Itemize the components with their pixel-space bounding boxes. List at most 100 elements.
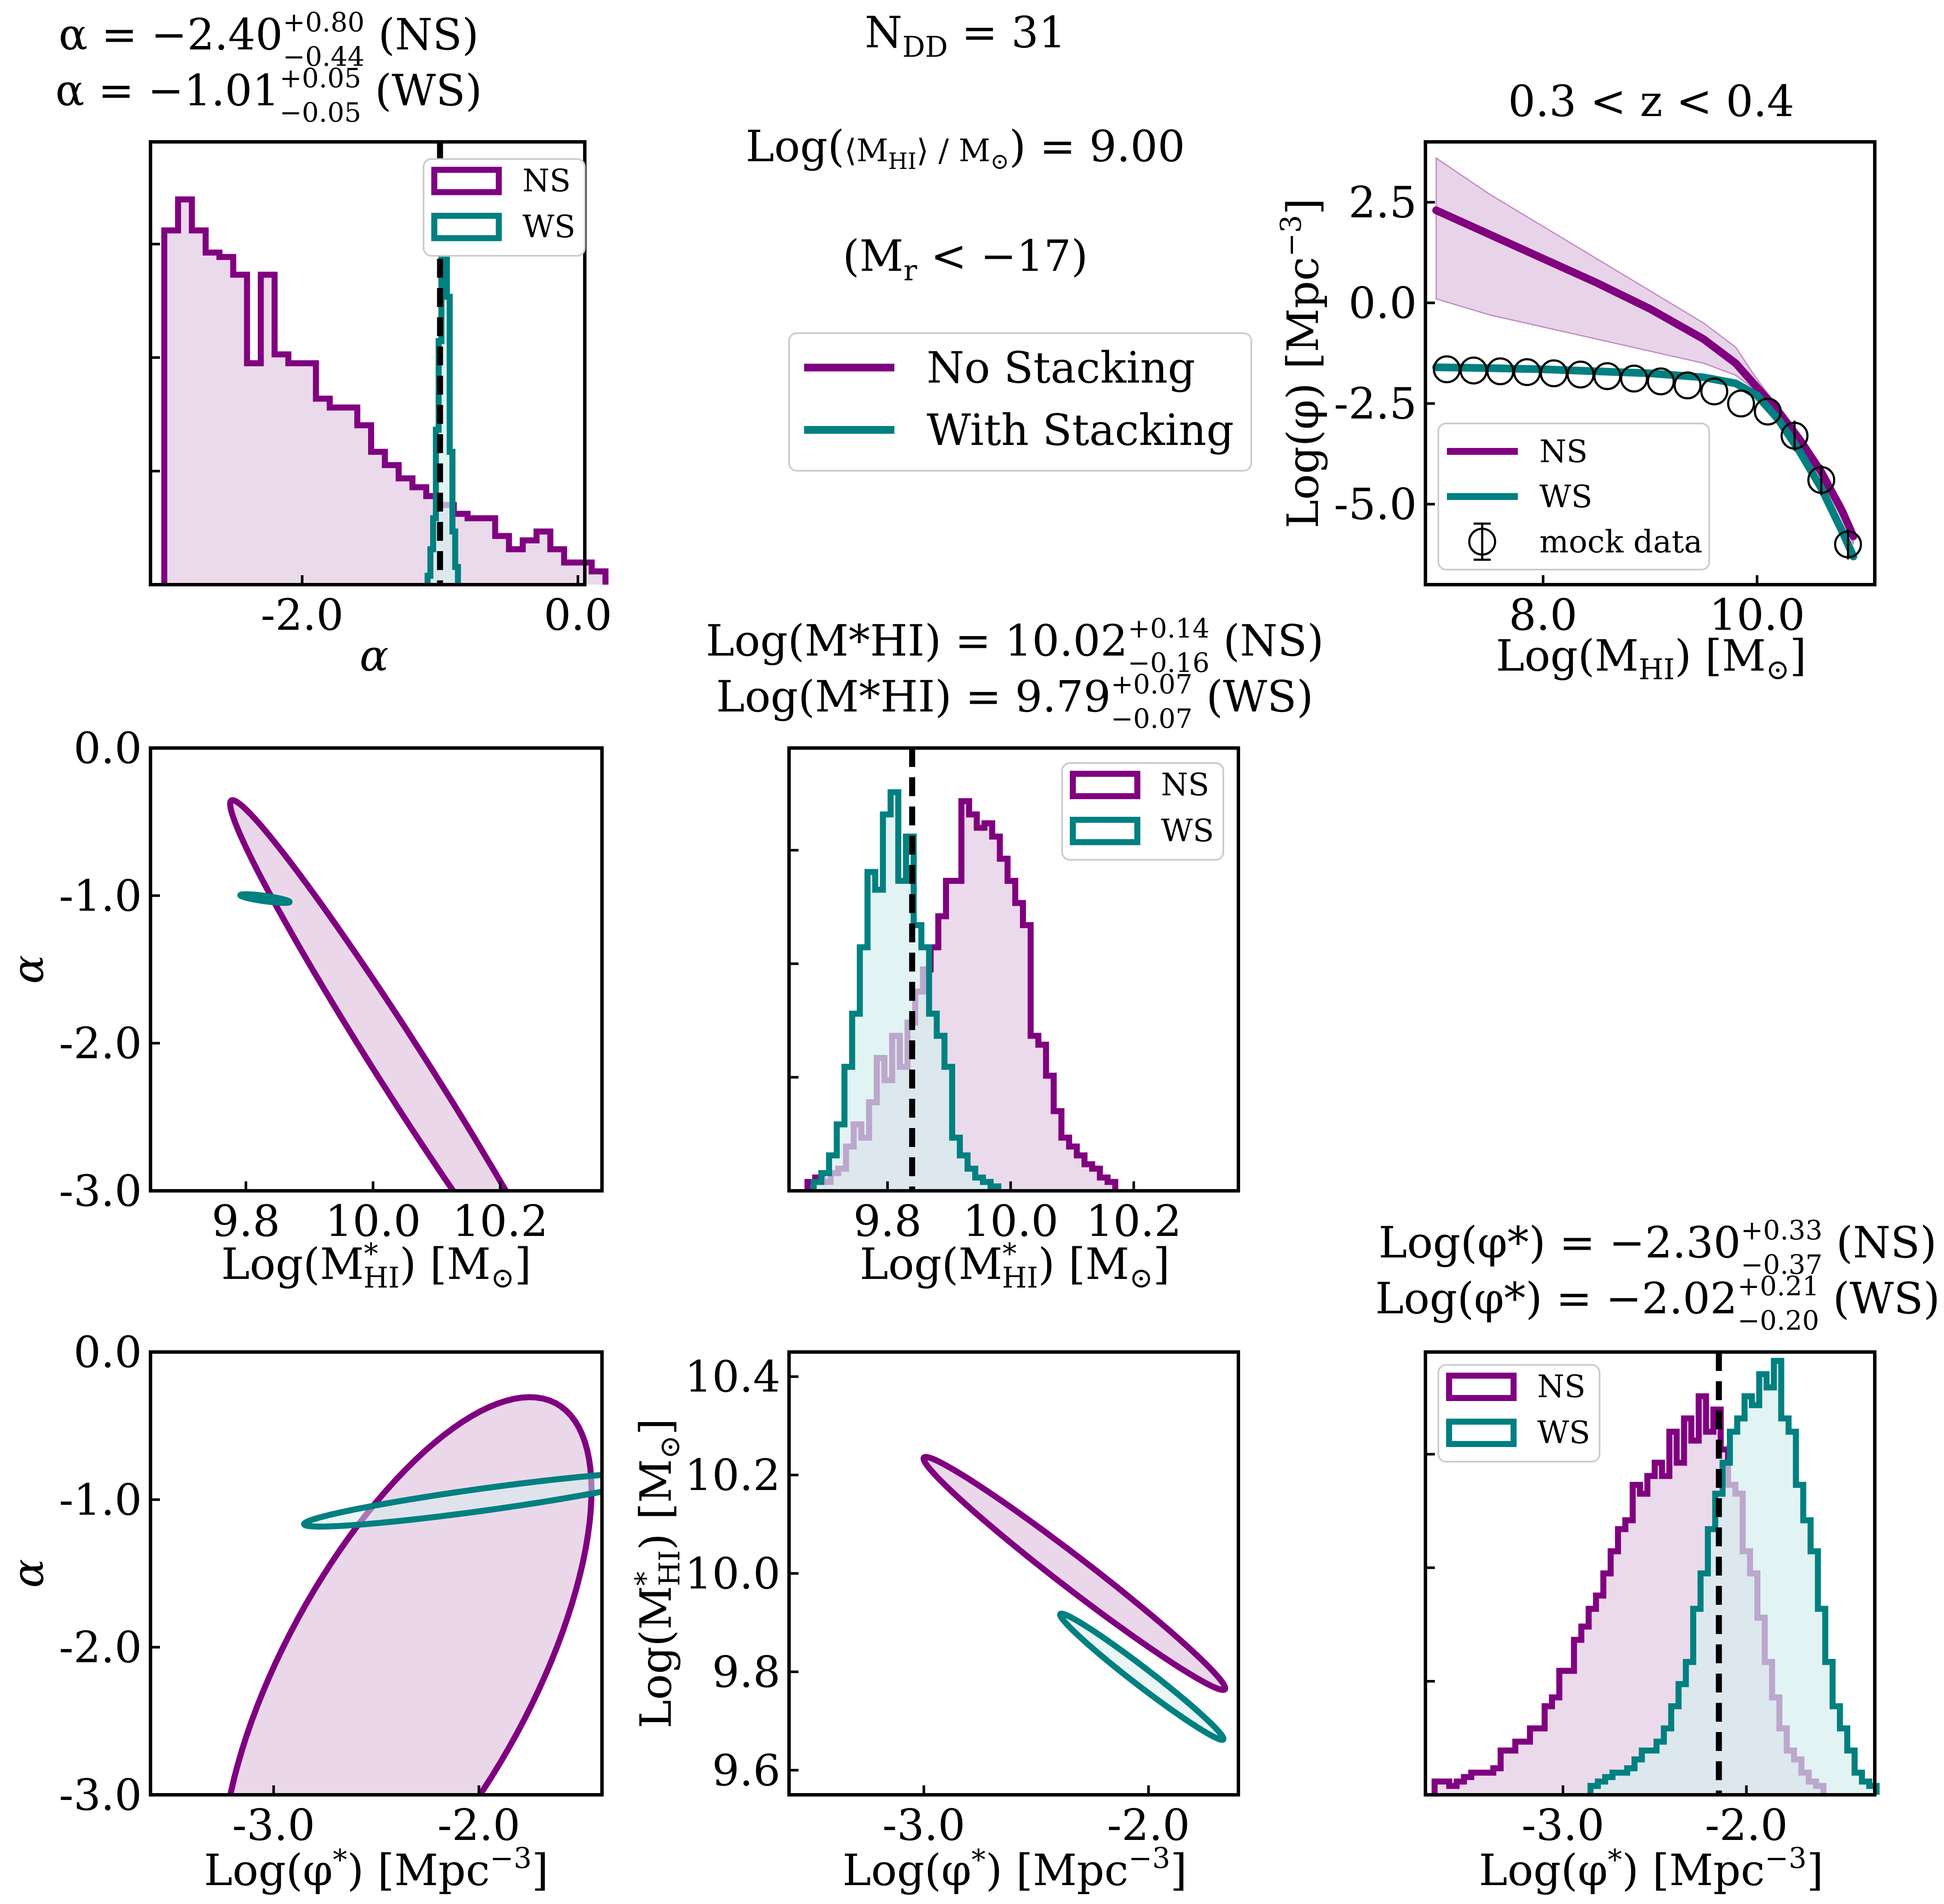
x-tick-label: 9.8 xyxy=(212,1196,280,1246)
legend-swatch-ns xyxy=(1070,771,1140,799)
legend-swatch-ws xyxy=(1070,817,1140,845)
mhi-hist-frame xyxy=(787,746,1240,1193)
ndd-text: NDD = 31 xyxy=(865,7,1066,64)
y-tick-label: -2.5 xyxy=(1334,379,1417,429)
lf-legend: NS WS mock data xyxy=(1437,423,1710,570)
mr-cut-text: (Mr < −17) xyxy=(843,231,1088,287)
info-block: NDD = 31 Log(⟨MHI⟩ / M⊙) = 9.00 (Mr < −1… xyxy=(746,7,1252,472)
hist-step-ws xyxy=(1587,1358,1880,1795)
legend-label-ns: NS xyxy=(1537,1368,1585,1404)
alpha-vs-phi-frame xyxy=(149,1350,604,1797)
phi-title-line-2: Log(φ*) = −2.02+0.21 −0.20 (WS) xyxy=(1375,1270,1940,1336)
mock-data-marker xyxy=(1727,389,1755,418)
mock-data-point xyxy=(1593,362,1622,390)
legend-label-no-stacking: No Stacking xyxy=(927,343,1195,393)
lf-legend-label-ns: NS xyxy=(1539,433,1588,469)
contour-ns xyxy=(920,1453,1228,1693)
x-tick-label: 10.2 xyxy=(1086,1196,1182,1246)
y-tick-label: 10.2 xyxy=(685,1450,780,1500)
y-tick-label: 10.4 xyxy=(685,1352,780,1402)
mock-data-marker xyxy=(1593,362,1622,390)
phi-hist-x-ticks: -3.0 -2.0 xyxy=(1425,1453,1788,1850)
contour-ns xyxy=(227,797,510,1191)
panel-alpha-histogram: α = −2.40+0.80 −0.44 (NS) α = −1.01+0.05−… xyxy=(55,6,612,681)
lf-xlabel: Log(MHI) [M⊙] xyxy=(1496,631,1806,686)
contour-ws xyxy=(301,1472,602,1530)
panel-mhi-histogram: Log(M*HI) = 10.02+0.14 −0.16 (NS) Log(M*H… xyxy=(706,613,1324,1294)
x-tick-label: -2.0 xyxy=(1107,1800,1190,1850)
legend-swatch-ws xyxy=(1446,1419,1517,1447)
mhi-vs-phi-xlabel: Log(φ*) [Mpc−3] xyxy=(842,1842,1187,1895)
x-tick-label: -2.0 xyxy=(1705,1800,1788,1850)
y-tick-label: -3.0 xyxy=(59,1770,142,1820)
legend-label-ws: WS xyxy=(522,208,575,245)
mock-data-marker xyxy=(1674,371,1702,399)
y-tick-label: 0.0 xyxy=(1348,278,1417,328)
lf-legend-box xyxy=(1437,423,1710,570)
x-tick-label: 10.0 xyxy=(963,1196,1059,1246)
alpha-hist-xlabel: α xyxy=(359,631,389,681)
alpha-vs-mhi-xlabel: Log(M* HI) [M⊙] xyxy=(221,1237,531,1294)
lf-title: 0.3 < z < 0.4 xyxy=(1508,76,1794,126)
panel-alpha-vs-phi: -3.0 -2.00.0-1.0-2.0-3.0 Log(φ*) [Mpc−3] … xyxy=(3,1327,604,1895)
contour-layer xyxy=(227,1394,602,1795)
x-tick-label: 10.0 xyxy=(1709,590,1805,640)
alpha-vs-mhi-frame xyxy=(149,746,604,1193)
y-tick-label: -3.0 xyxy=(59,1166,142,1216)
lf-ticks: 8.0 10.0 2.5 0.0 -2.5 -5.0 xyxy=(1334,177,1805,640)
mock-data-marker xyxy=(1620,365,1648,393)
alpha-hist-x-ticks: -2.0 0.0 xyxy=(150,242,612,640)
legend-label-with-stacking: With Stacking xyxy=(927,405,1234,455)
lf-plot-area xyxy=(1432,156,1862,561)
mock-data-point xyxy=(1807,465,1836,495)
phi-hist-legend: NS WS xyxy=(1437,1364,1600,1462)
mhi-histogram-plot-area xyxy=(804,748,1118,1191)
phi-hist-xlabel: Log(φ*) [Mpc−3] xyxy=(1479,1842,1823,1895)
phi-histogram-plot-area xyxy=(1431,1352,1880,1795)
mhi-title-line-1: Log(M*HI) = 10.02+0.14 −0.16 (NS) xyxy=(706,613,1324,678)
mock-data-point xyxy=(1646,367,1675,396)
legend-swatch-ws xyxy=(431,213,502,241)
lf-frame xyxy=(1424,140,1876,586)
stacking-legend: No Stacking With Stacking xyxy=(788,332,1252,472)
y-tick-label: -2.0 xyxy=(59,1622,142,1673)
x-tick-label: 0.0 xyxy=(544,590,612,640)
x-tick-label: 9.8 xyxy=(854,1196,922,1246)
x-tick-label: 10.0 xyxy=(325,1196,421,1246)
hist-step-ws xyxy=(811,789,1001,1191)
phi-title-line-1: Log(φ*) = −2.30+0.33 −0.37 (NS) xyxy=(1379,1214,1937,1280)
panel-alpha-vs-mhi: 9.8 10.0 10.2 0.0 -1.0 -2.0 -3.0 Log(M* HI) [M⊙… xyxy=(3,723,604,1294)
alpha-histogram-plot-area xyxy=(161,142,609,585)
panel-hi-mass-function: 0.3 < z < 0.4 8.0 10.0 2.5 0.0 -2.5 -5.0 Log(… xyxy=(1275,76,1876,686)
mock-data-point xyxy=(1700,377,1729,406)
legend-label-ns: NS xyxy=(522,162,571,199)
x-tick-label: -3.0 xyxy=(882,1800,965,1850)
legend-label-ws: WS xyxy=(1161,812,1214,849)
panel-phi-histogram: Log(φ*) = −2.30+0.33 −0.37 (NS) Log(φ*) =… xyxy=(1375,1214,1940,1895)
y-tick-label: 2.5 xyxy=(1348,177,1417,227)
x-tick-label: -3.0 xyxy=(1521,1800,1604,1850)
x-tick-label: -2.0 xyxy=(261,590,344,640)
x-tick-label: -3.0 xyxy=(232,1800,315,1850)
y-tick-label: 0.0 xyxy=(74,723,142,773)
mean-mhi-text: Log(⟨MHI⟩ / M⊙) = 9.00 xyxy=(746,121,1185,175)
legend-swatch-ns xyxy=(431,167,502,195)
contour-ws xyxy=(237,891,293,906)
y-tick-label: 9.6 xyxy=(712,1745,780,1796)
mock-data-marker xyxy=(1754,397,1782,426)
alpha-vs-mhi-plot-area xyxy=(227,797,510,1191)
legend-label-ns: NS xyxy=(1161,767,1209,803)
lf-legend-marker-mock xyxy=(1468,522,1496,561)
alpha-vs-mhi-ylabel: α xyxy=(3,955,53,984)
alpha-vs-phi-ticks: -3.0 -2.0 0.0 -1.0 -2.0 -3.0 xyxy=(59,1327,520,1850)
alpha-hist-frame xyxy=(149,140,587,586)
mhi-hist-xlabel: Log(M* HI) [M⊙] xyxy=(860,1237,1170,1294)
y-tick-label: 0.0 xyxy=(74,1327,142,1377)
mhi-vs-phi-ticks: -3.0 -2.0 10.4 10.2 10.0 9.8 9.6 xyxy=(685,1352,1190,1850)
y-tick-label: -1.0 xyxy=(59,871,142,921)
mhi-hist-x-ticks: 9.8 10.0 10.2 xyxy=(789,849,1182,1246)
y-tick-label: -5.0 xyxy=(1334,479,1417,530)
mock-data-point xyxy=(1674,371,1702,399)
mock-data-marker xyxy=(1646,367,1675,396)
legend-label-ws: WS xyxy=(1537,1414,1590,1450)
